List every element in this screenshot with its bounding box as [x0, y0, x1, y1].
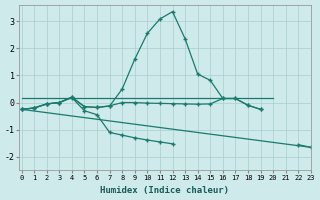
X-axis label: Humidex (Indice chaleur): Humidex (Indice chaleur) — [100, 186, 229, 195]
